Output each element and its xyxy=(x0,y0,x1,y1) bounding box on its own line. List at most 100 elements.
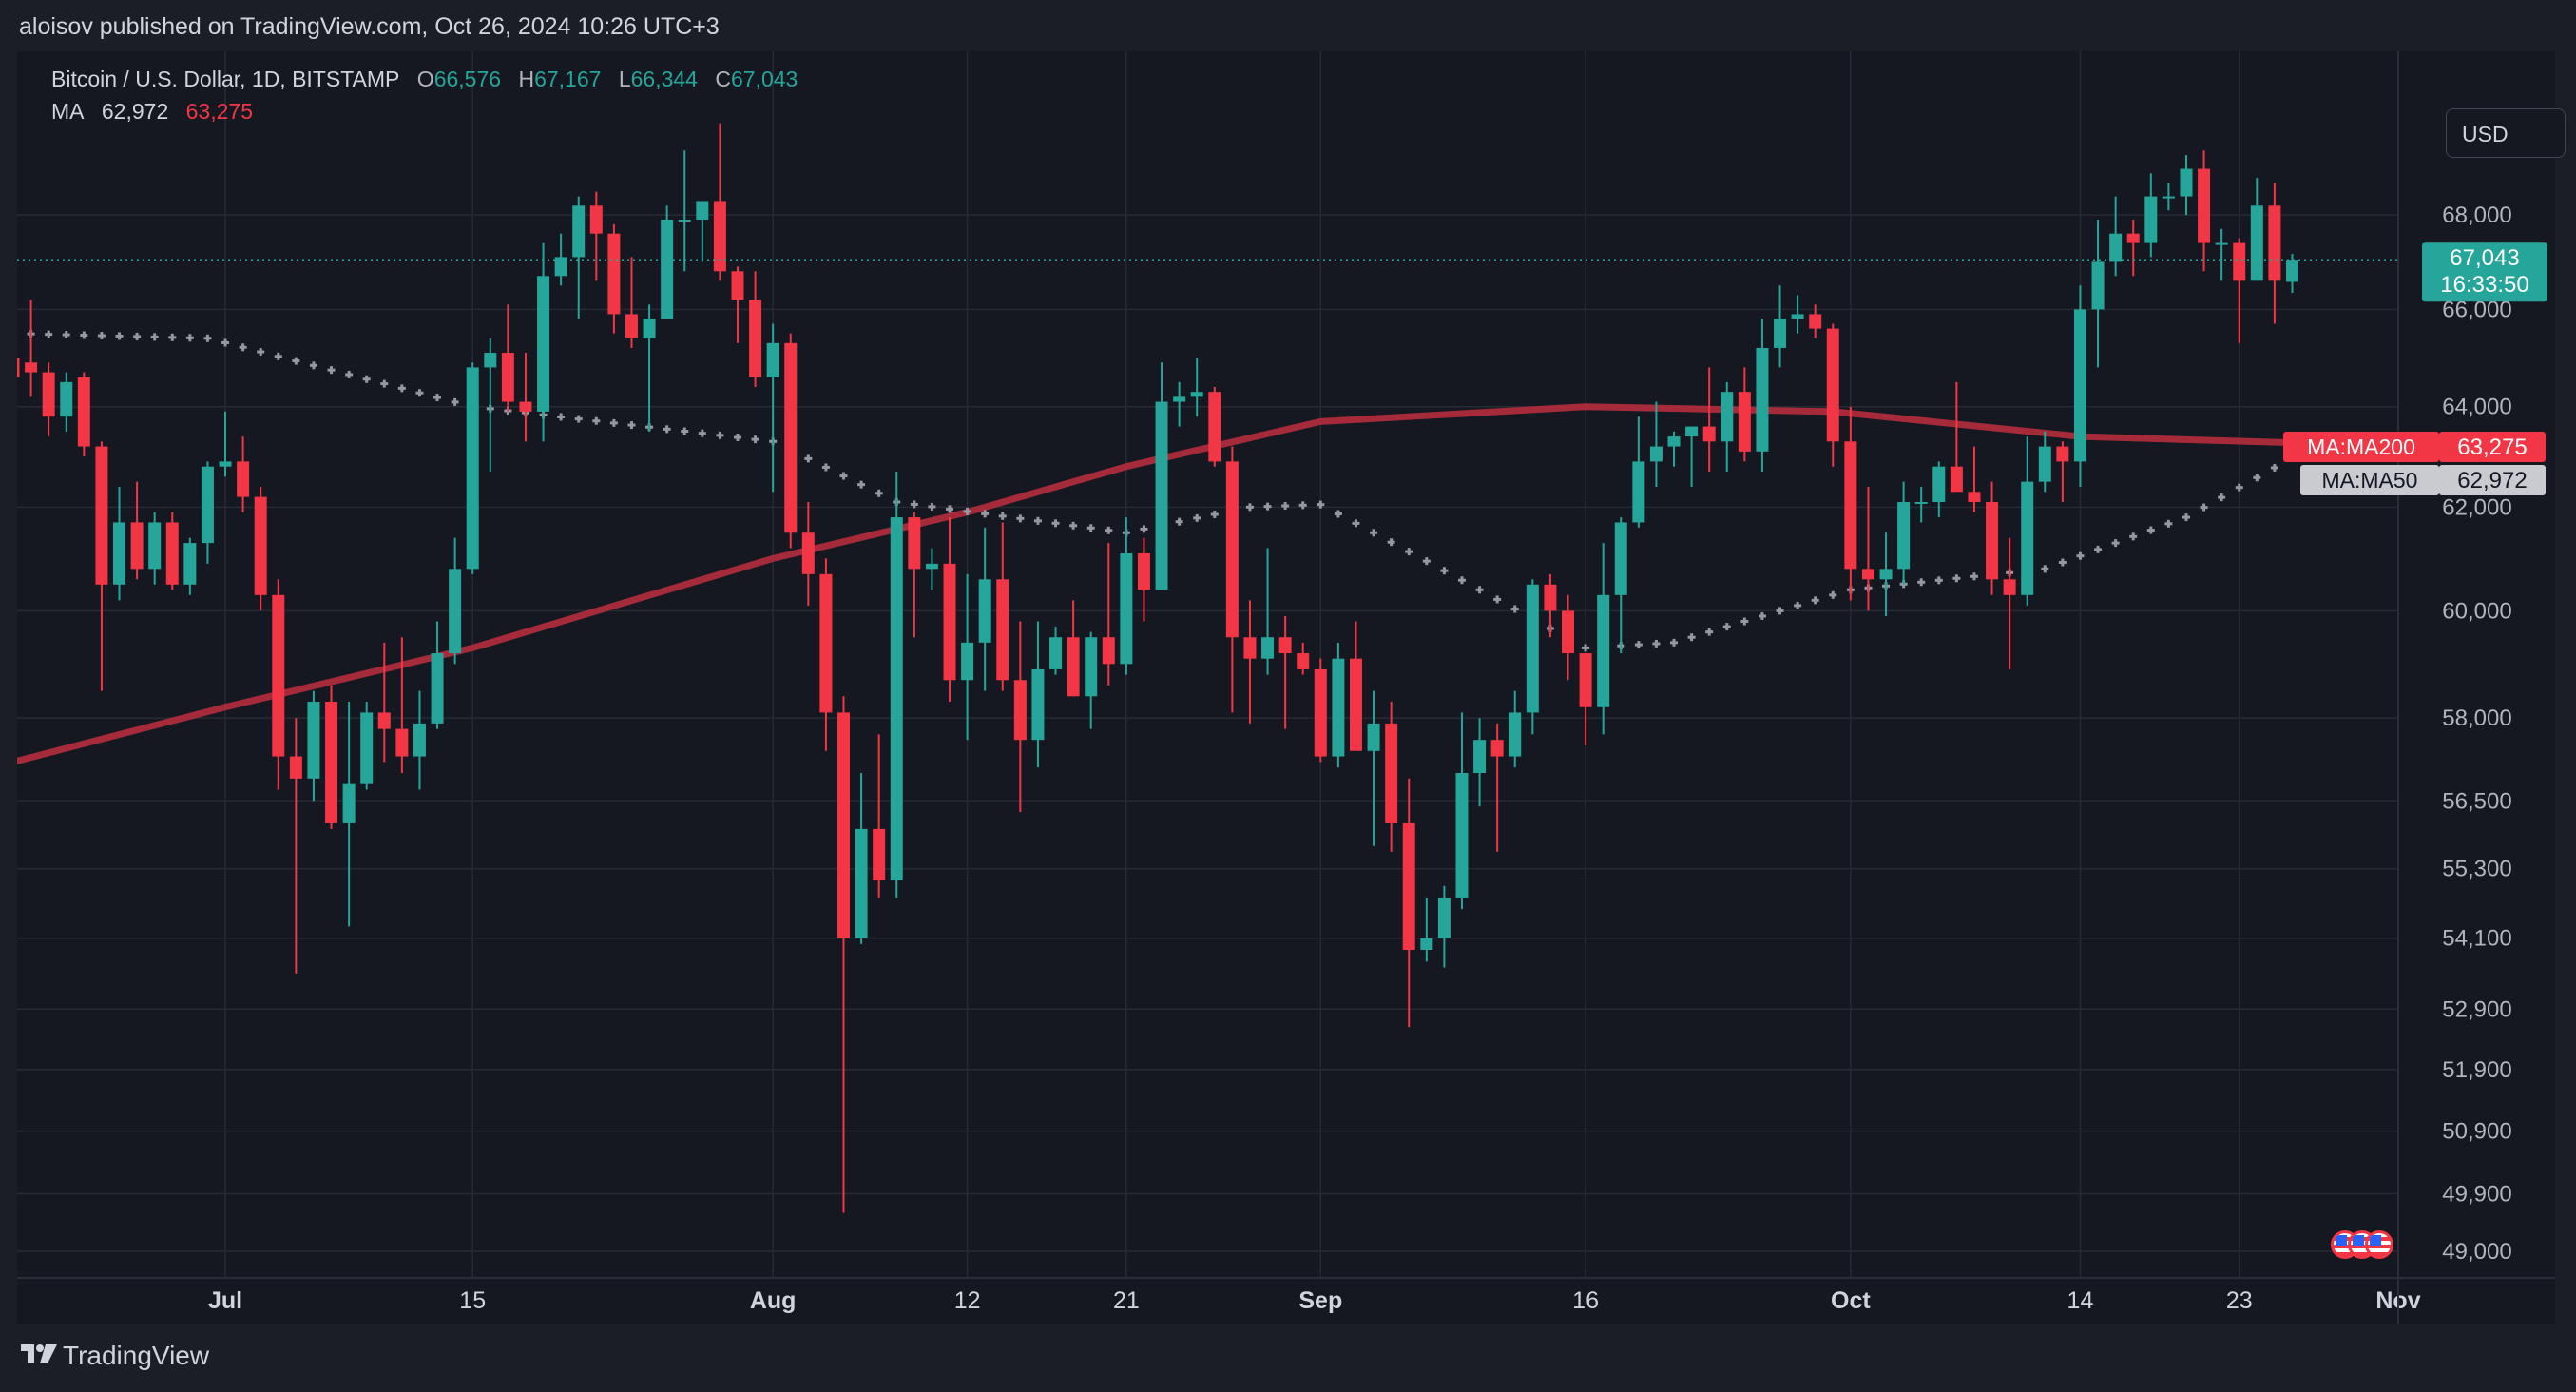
candle-body xyxy=(2250,205,2263,281)
candle-body xyxy=(1155,401,1168,590)
ma50-point xyxy=(380,379,389,388)
candle-body xyxy=(1509,712,1522,757)
candle-up xyxy=(961,573,974,741)
ma50-point xyxy=(627,421,636,430)
candle-down xyxy=(165,512,179,590)
candle-down xyxy=(1809,304,1822,338)
ma200-line xyxy=(17,403,2296,764)
candle-body xyxy=(1809,314,1822,329)
candle-body xyxy=(2126,233,2140,243)
candle-up xyxy=(413,690,426,790)
ma200-legend-value: 63,275 xyxy=(185,99,253,124)
candle-down xyxy=(1579,653,1592,745)
candle-body xyxy=(1632,461,1645,523)
ma50-point xyxy=(1298,501,1307,510)
candle-up xyxy=(1173,381,1186,427)
candle-body xyxy=(1914,501,1928,504)
candle-up xyxy=(1367,690,1380,846)
candle-up xyxy=(113,486,126,601)
candle-down xyxy=(943,517,956,702)
x-tick-label: 16 xyxy=(1572,1287,1599,1314)
candle-down xyxy=(1702,367,1716,472)
tradingview-brand[interactable]: TradingView xyxy=(63,1341,210,1370)
candle-up xyxy=(1879,532,1893,616)
candle-up xyxy=(2250,178,2263,281)
candle-up xyxy=(766,323,779,493)
candle-body xyxy=(925,563,938,570)
ma50-point xyxy=(292,357,300,365)
ma50-point xyxy=(963,507,971,515)
candle-body xyxy=(1013,680,1027,741)
ma50-point xyxy=(1510,605,1519,613)
ma50-point xyxy=(2218,493,2226,502)
candle-body xyxy=(201,466,214,544)
candle-up xyxy=(855,773,868,944)
candle-up xyxy=(1085,631,1098,729)
ma50-point xyxy=(1086,524,1095,532)
candle-down xyxy=(254,486,267,611)
axes: 68,00066,00064,00062,00060,00058,00056,5… xyxy=(17,51,2555,1324)
ma50-point xyxy=(1493,595,1502,604)
ma50-point xyxy=(221,338,230,347)
candle-body xyxy=(1986,501,1999,580)
candle-body xyxy=(1826,328,1839,442)
ma50-name-label: MA:MA50 xyxy=(2322,468,2418,493)
candle-body xyxy=(1173,396,1186,402)
candle-body xyxy=(1774,319,1787,348)
candle-down xyxy=(2126,219,2140,277)
ma-legend[interactable]: MA 62,972 63,275 xyxy=(51,99,257,125)
ma50-point xyxy=(1016,514,1025,523)
candle-up xyxy=(1791,295,1804,334)
candle-down xyxy=(1314,658,1327,763)
ma50-point xyxy=(2270,463,2278,472)
candle-body xyxy=(77,377,90,447)
symbol-legend[interactable]: Bitcoin / U.S. Dollar, 1D, BITSTAMP O66,… xyxy=(51,67,801,92)
candle-down xyxy=(1986,481,1999,595)
candle-down xyxy=(395,637,409,774)
candle-up xyxy=(431,621,444,729)
candle-up xyxy=(1509,690,1522,768)
ma50-point xyxy=(415,389,424,397)
open-value: 66,576 xyxy=(433,67,502,91)
candle-body xyxy=(484,353,497,368)
ma50-point xyxy=(1934,576,1943,585)
candle-up xyxy=(661,205,674,319)
us-flag-icon[interactable] xyxy=(2365,1230,2393,1259)
ma-label: MA xyxy=(51,99,85,124)
candle-body xyxy=(272,594,285,757)
candle-down xyxy=(873,734,886,898)
last-price-value: 67,043 xyxy=(2450,245,2519,271)
candle-up xyxy=(1774,285,1787,368)
ma50-point xyxy=(1422,557,1431,566)
price-chart[interactable]: 68,00066,00064,00062,00060,00058,00056,5… xyxy=(17,51,2555,1324)
y-tick-label: 54,100 xyxy=(2442,926,2511,952)
candle-body xyxy=(2285,260,2298,282)
candle-body xyxy=(873,828,886,880)
candle-body xyxy=(696,201,709,220)
candle-body xyxy=(1031,668,1045,741)
candle-body xyxy=(2215,242,2228,245)
candle-body xyxy=(1420,938,1433,951)
chart-frame[interactable]: 68,000 66,000 64,000 62,000 60,000 58,000 56,5… xyxy=(17,51,2566,1324)
candle-up xyxy=(2073,285,2086,487)
y-tick-label: 68,000 xyxy=(2442,203,2511,228)
ma50-point xyxy=(2041,565,2049,573)
ma50-point xyxy=(998,512,1007,520)
ma50-point xyxy=(133,332,142,340)
candle-body xyxy=(2073,309,2086,462)
candle-body xyxy=(1738,392,1751,452)
candle-body xyxy=(554,257,567,277)
ma50-point xyxy=(1245,503,1254,512)
candle-body xyxy=(801,532,815,574)
tradingview-logo-icon[interactable] xyxy=(19,1341,59,1367)
candle-body xyxy=(2091,261,2105,310)
ma50-point xyxy=(1582,644,1590,652)
currency-button[interactable]: USD xyxy=(2446,108,2566,158)
candle-down xyxy=(1013,621,1027,813)
ma200-name-label: MA:MA200 xyxy=(2307,435,2415,459)
ma50-point xyxy=(2146,526,2155,534)
ma50-point xyxy=(2094,545,2103,553)
candle-up xyxy=(307,690,320,802)
ma50-point xyxy=(362,375,371,383)
